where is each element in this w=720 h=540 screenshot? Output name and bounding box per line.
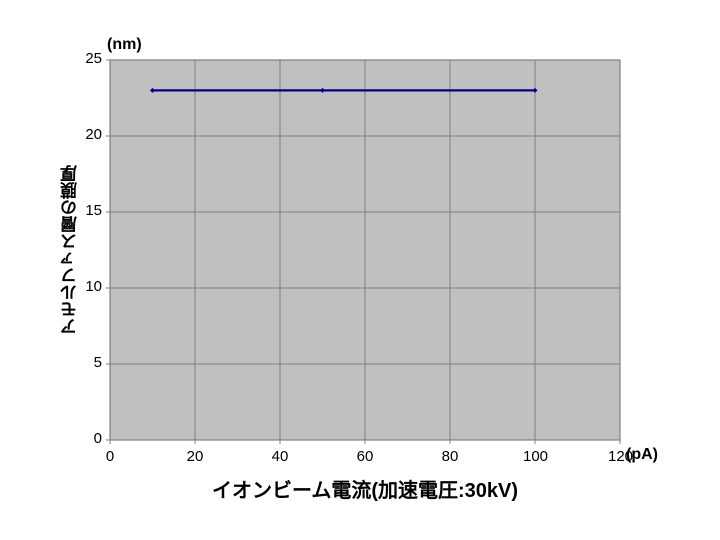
y-tick-label: 20: [72, 126, 102, 143]
y-axis-title: アモルファス層の膜厚: [58, 140, 83, 360]
y-tick-label: 15: [72, 202, 102, 219]
y-tick-label: 25: [72, 50, 102, 67]
plot-area: [110, 60, 620, 440]
x-tick-label: 40: [268, 448, 292, 465]
y-tick-label: 5: [72, 354, 102, 371]
x-axis-title: イオンビーム電流(加速電圧:30kV): [140, 474, 590, 503]
x-tick-label: 120: [608, 448, 632, 465]
x-tick-label: 100: [523, 448, 547, 465]
y-tick-label: 10: [72, 278, 102, 295]
x-tick-label: 80: [438, 448, 462, 465]
y-tick-label: 0: [72, 430, 102, 447]
plot-svg: [110, 60, 620, 440]
chart-container: (nm) (pA) アモルファス層の膜厚 イオンビーム電流(加速電圧:30kV)…: [60, 30, 680, 530]
x-tick-label: 0: [98, 448, 122, 465]
x-tick-label: 20: [183, 448, 207, 465]
x-tick-label: 60: [353, 448, 377, 465]
y-unit-label: (nm): [107, 36, 142, 54]
